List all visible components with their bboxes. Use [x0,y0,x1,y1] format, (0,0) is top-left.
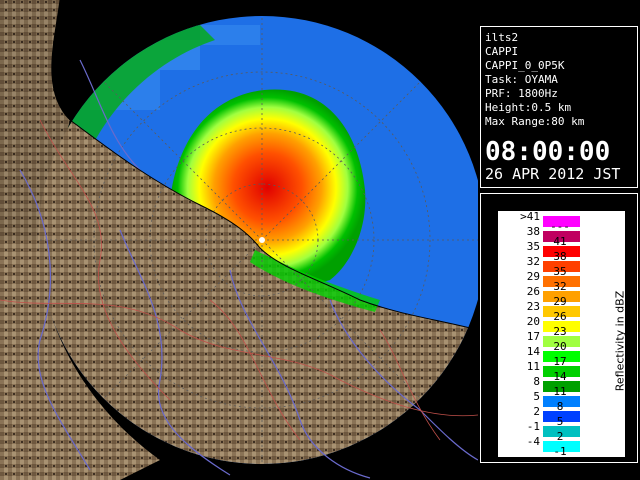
legend-upper-bound: 29 [553,295,567,308]
legend-color-swatch [543,246,580,257]
legend-lower-bound: 2 [533,405,540,418]
height-label: Height:0.5 km [485,101,572,114]
legend-lower-bound: 17 [526,330,540,343]
legend-upper-bound: 26 [553,310,567,323]
reflectivity-legend: >41 --- 38 41 35 38 32 35 29 32 26 29 23 26 20 23 17 20 14… [480,193,638,463]
legend-color-swatch [543,441,580,452]
terrain-outside-south [0,240,160,480]
radar-site-marker [259,237,265,243]
coastline [51,0,478,331]
legend-upper-bound: 5 [556,415,564,428]
task-label: Task: OYAMA [485,73,558,86]
legend-lower-bound: 26 [526,285,540,298]
legend-color-swatch [543,276,580,287]
legend-color-swatch [543,261,580,272]
prf-label: PRF: 1800Hz [485,87,558,100]
terrain-land [38,16,478,464]
legend-lower-bound: -1 [526,420,540,433]
radar-map-svg [0,0,478,480]
radar-map [0,0,478,480]
legend-upper-bound: 11 [553,385,567,398]
max-range-label: Max Range:80 km [485,115,585,128]
legend-color-swatch [543,366,580,377]
observation-date: 26 APR 2012 JST [485,165,621,183]
legend-upper-bound: 17 [553,355,567,368]
legend-color-swatch [543,306,580,317]
legend-upper-bound: 8 [556,400,564,413]
legend-color-swatch [543,381,580,392]
legend-lower-bound: 35 [526,240,540,253]
legend-color-swatch [543,411,580,422]
legend-upper-bound: 2 [556,430,564,443]
legend-color-swatch [543,231,580,242]
product-id: CAPPI_0_0P5K [485,59,565,72]
legend-upper-bound: 38 [553,250,567,263]
legend-upper-bound: --- [550,220,570,233]
legend-lower-bound: 20 [526,315,540,328]
legend-upper-bound: 41 [553,235,567,248]
northwest-echo-band [60,25,215,150]
legend-color-swatch [543,396,580,407]
legend-upper-bound: 23 [553,325,567,338]
azimuth-lines [38,16,478,464]
rivers [19,59,478,479]
legend-lower-bound: 11 [526,360,540,373]
legend-lower-bound: 8 [533,375,540,388]
legend-lower-bound: 23 [526,300,540,313]
legend-lower-bound: >41 [520,210,540,223]
legend-lower-bound: 32 [526,255,540,268]
legend-color-swatch [543,336,580,347]
legend-lower-bound: 38 [526,225,540,238]
legend-upper-bound: 32 [553,280,567,293]
legend-lower-bound: -4 [526,435,540,448]
legend-color-swatch [543,216,580,227]
product-name: CAPPI [485,45,519,58]
radar-info-panel: ilts2 CAPPI CAPPI_0_0P5K Task: OYAMA PRF… [480,26,638,188]
legend-upper-bound: 20 [553,340,567,353]
legend-lower-bound: 29 [526,270,540,283]
legend-upper-bound: 14 [553,370,567,383]
legend-upper-bound: 35 [553,265,567,278]
legend-lower-bound: 14 [526,345,540,358]
legend-color-swatch [543,351,580,362]
observation-time: 08:00:00 [485,137,611,167]
legend-body: >41 --- 38 41 35 38 32 35 29 32 26 29 23 26 20 23 17 20 14… [498,210,627,458]
legend-color-swatch [543,426,580,437]
coastal-echo [250,250,380,312]
boundaries [0,119,478,441]
legend-upper-bound: -1 [553,445,567,458]
legend-lower-bound: 5 [533,390,540,403]
legend-color-swatch [543,321,580,332]
site-name: ilts2 [485,31,519,44]
terrain-outside [0,0,70,240]
legend-title: Reflectivity in dBZ [613,290,627,392]
legend-color-swatch [543,291,580,302]
